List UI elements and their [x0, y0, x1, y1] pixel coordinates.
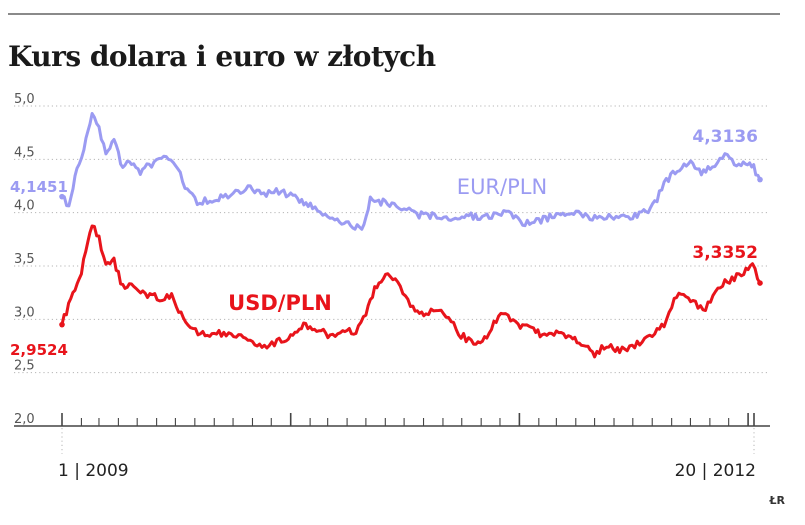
chart-title: Kurs dolara i euro w złotych — [8, 40, 436, 73]
top-rule — [8, 13, 780, 15]
series-line-usd-pln — [60, 224, 762, 359]
series-start-point — [59, 321, 65, 328]
series-end-point — [757, 176, 763, 183]
y-tick-label: 3,0 — [14, 305, 35, 320]
series-name-label: EUR/PLN — [457, 175, 547, 199]
y-tick-label: 2,5 — [14, 359, 35, 374]
y-tick-label: 5,0 — [14, 92, 35, 107]
y-tick-label: 3,5 — [14, 252, 35, 267]
series-start-label: 4,1451 — [10, 178, 68, 196]
y-tick-label: 4,5 — [14, 145, 35, 160]
series-name-label: USD/PLN — [228, 291, 332, 315]
credit: ŁR — [769, 494, 785, 507]
series-end-point — [757, 280, 763, 286]
series-end-label: 4,3136 — [692, 127, 758, 147]
x-tick-label: 20 | 2012 — [675, 461, 756, 481]
series-start-point — [59, 193, 65, 200]
y-tick-label: 2,0 — [14, 412, 35, 427]
series-line-eur-pln — [60, 112, 762, 231]
x-tick-label: 1 | 2009 — [58, 461, 129, 481]
y-tick-label: 4,0 — [14, 199, 35, 214]
series-start-label: 2,9524 — [10, 341, 68, 359]
series-end-label: 3,3352 — [692, 243, 758, 263]
